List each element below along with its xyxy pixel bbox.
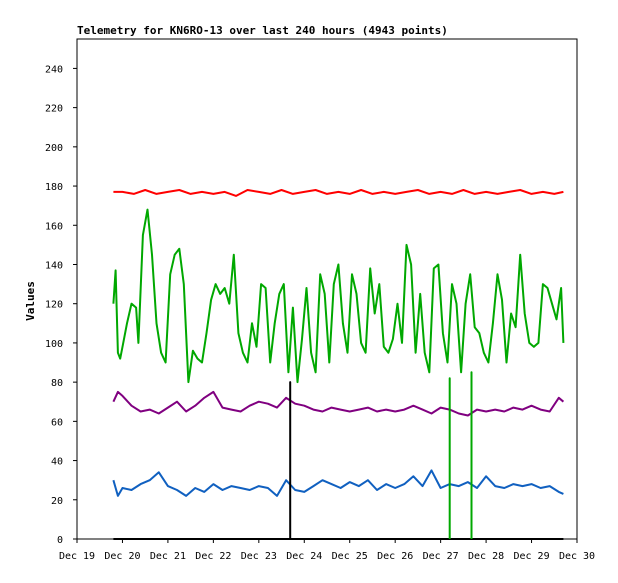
x-axis-ticks: Dec 19 Dec 20 Dec 21 Dec 22 Dec 23 Dec 24 Dec …: [59, 539, 595, 562]
y-tick-label: 80: [51, 378, 63, 389]
x-tick-label: Dec 23: [241, 551, 277, 562]
y-tick-label: 160: [45, 221, 63, 232]
x-tick-label: Dec 22: [195, 551, 231, 562]
y-tick-label: 20: [51, 496, 63, 507]
y-tick-label: 180: [45, 182, 63, 193]
y-tick-label: 0: [57, 535, 63, 546]
x-tick-label: Dec 20: [104, 551, 140, 562]
x-tick-label: Dec 21: [150, 551, 186, 562]
x-tick-label: Dec 25: [332, 551, 368, 562]
y-tick-label: 140: [45, 260, 63, 271]
series-line-0: [113, 189, 564, 197]
y-axis-label: Values: [24, 281, 37, 321]
x-tick-label: Dec 24: [286, 551, 322, 562]
x-tick-label: Dec 28: [468, 551, 504, 562]
y-tick-label: 200: [45, 143, 63, 154]
y-tick-label: 40: [51, 457, 63, 468]
x-tick-label: Dec 30: [559, 551, 595, 562]
x-tick-label: Dec 19: [59, 551, 95, 562]
y-axis-ticks: 0 20 40 60 80 100 120 140 160 180 200 220 240: [45, 64, 77, 546]
series-layer: [112, 189, 565, 540]
series-line-3: [112, 469, 564, 497]
series-line-2: [112, 390, 565, 417]
chart-title: Telemetry for KN6RO-13 over last 240 hou…: [77, 24, 448, 37]
x-tick-label: Dec 29: [513, 551, 549, 562]
y-tick-label: 240: [45, 64, 63, 75]
series-line-1: [112, 208, 565, 384]
x-tick-label: Dec 26: [377, 551, 413, 562]
y-tick-label: 220: [45, 104, 63, 115]
x-tick-label: Dec 27: [423, 551, 459, 562]
series-line-4: [113, 381, 564, 540]
y-tick-label: 120: [45, 300, 63, 311]
y-tick-label: 100: [45, 339, 63, 350]
y-tick-label: 60: [51, 417, 63, 428]
